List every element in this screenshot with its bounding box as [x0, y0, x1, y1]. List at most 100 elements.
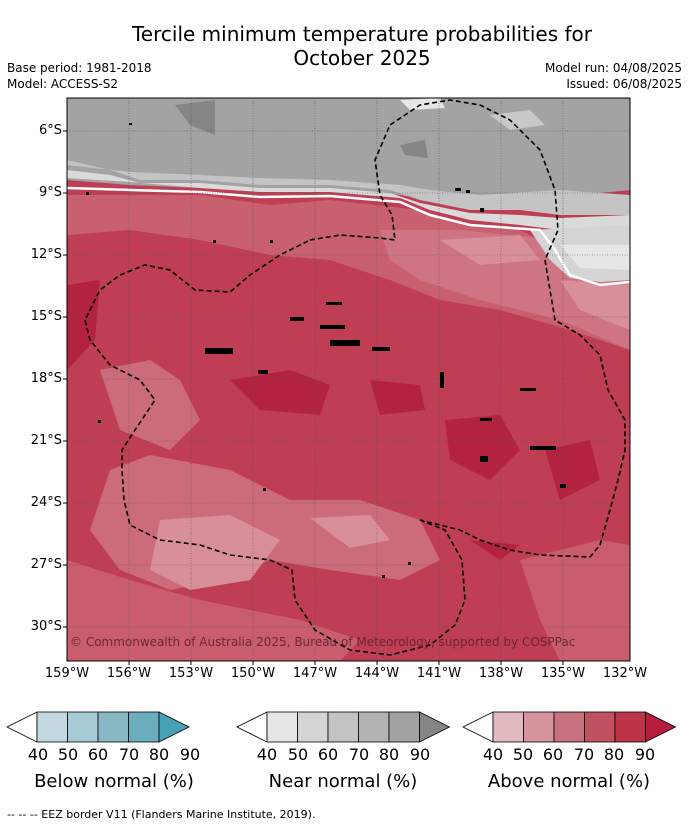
lon-label: 132°W	[602, 666, 648, 681]
lat-label: 9°S	[38, 185, 62, 200]
near-normal-region	[67, 98, 630, 205]
near-tick: 40	[256, 745, 278, 764]
above-60-region	[90, 455, 440, 590]
lon-label: 150°W	[230, 666, 276, 681]
below-colorbar-extend-low	[6, 711, 38, 743]
near-normal-light-patch	[490, 110, 545, 130]
above-50-region	[150, 515, 280, 590]
islands	[86, 123, 566, 578]
above-60-region	[380, 230, 630, 350]
near-normal-title: Near normal (%)	[268, 771, 418, 792]
above-80-patch	[545, 440, 600, 500]
lat-label: 15°S	[30, 309, 62, 324]
above-colorbar-extend-high	[645, 711, 677, 743]
below-tick: 50	[57, 745, 79, 764]
below-tick: 60	[87, 745, 109, 764]
map-frame	[66, 97, 631, 662]
above-colorbar-bin	[614, 711, 646, 743]
lon-label: 141°W	[416, 666, 462, 681]
base-period: Base period: 1981-2018	[7, 61, 152, 75]
above-50-region	[440, 235, 540, 265]
near-normal-region	[67, 160, 630, 215]
lat-label: 21°S	[30, 433, 62, 448]
below-colorbar-bin	[97, 711, 129, 743]
lat-label: 12°S	[30, 247, 62, 262]
near-colorbar-bin	[358, 711, 390, 743]
above-60-region	[520, 540, 630, 661]
near-colorbar-bin	[327, 711, 359, 743]
below-colorbar-extend-high	[158, 711, 190, 743]
lat-label: 6°S	[38, 123, 62, 138]
near-normal-dark-patch	[400, 140, 428, 158]
above-normal-colorbar	[462, 711, 677, 743]
below-tick: 40	[27, 745, 49, 764]
above-60-region	[67, 195, 630, 350]
near-tick: 50	[287, 745, 309, 764]
title-line-2: October 2025	[293, 46, 431, 70]
below-colorbar-bin	[36, 711, 68, 743]
near-normal-region	[560, 245, 630, 270]
map-background	[67, 98, 630, 661]
below-normal-colorbar	[6, 711, 190, 743]
above-tick: 40	[482, 745, 504, 764]
above-80-patch	[445, 415, 520, 480]
near-tick: 60	[317, 745, 339, 764]
lat-label: 27°S	[30, 557, 62, 572]
above-tick: 70	[573, 745, 595, 764]
near-normal-region	[67, 170, 630, 235]
map-grid	[67, 98, 630, 661]
lon-label: 144°W	[354, 666, 400, 681]
above-80-patch	[370, 380, 425, 415]
title-line-1: Tercile minimum temperature probabilitie…	[131, 22, 593, 46]
near-normal-region	[530, 225, 630, 282]
near-normal-dark-patch	[175, 100, 215, 135]
meta-right: Model run: 04/08/2025 Issued: 06/08/2025	[545, 60, 682, 92]
above-tick: 60	[542, 745, 564, 764]
near-tick: 80	[378, 745, 400, 764]
above-80-patch	[470, 540, 520, 560]
near-colorbar-extend-low	[236, 711, 268, 743]
meta-left: Base period: 1981-2018 Model: ACCESS-S2	[7, 60, 152, 92]
chart-title: Tercile minimum temperature probabilitie…	[0, 22, 690, 70]
above-colorbar-bin	[553, 711, 585, 743]
below-tick: 90	[179, 745, 201, 764]
above-50-region	[560, 280, 630, 330]
lon-label: 159°W	[44, 666, 90, 681]
near-tick: 90	[409, 745, 431, 764]
below-tick: 70	[118, 745, 140, 764]
near-colorbar-bin	[266, 711, 298, 743]
lat-label: 30°S	[30, 619, 62, 634]
near-normal-colorbar	[236, 711, 451, 743]
above-colorbar-bin	[584, 711, 616, 743]
model-name: Model: ACCESS-S2	[7, 77, 119, 91]
lat-label: 18°S	[30, 371, 62, 386]
model-run: Model run: 04/08/2025	[544, 61, 682, 75]
issued-date: Issued: 06/08/2025	[566, 77, 682, 91]
above-colorbar-extend-low	[462, 711, 494, 743]
above-tick: 50	[512, 745, 534, 764]
near-tick: 70	[348, 745, 370, 764]
below-tick: 80	[148, 745, 170, 764]
near-normal-light-patch	[400, 98, 445, 110]
tercile-boundary	[67, 186, 630, 287]
lon-label: 156°W	[106, 666, 152, 681]
axis-ticks	[63, 130, 564, 665]
lon-label: 135°W	[540, 666, 586, 681]
below-colorbar-bin	[67, 711, 99, 743]
below-colorbar-bin	[128, 711, 160, 743]
above-normal-title: Above normal (%)	[487, 771, 651, 792]
above-60-region	[67, 560, 360, 661]
eez-footnote: -- -- -- EEZ border V11 (Flanders Marine…	[7, 808, 316, 821]
above-50-region	[310, 515, 390, 548]
lon-label: 153°W	[168, 666, 214, 681]
above-60-region	[100, 360, 200, 450]
lon-label: 147°W	[292, 666, 338, 681]
above-80-patch	[230, 370, 330, 415]
colorbar-legend	[6, 711, 677, 743]
lon-label: 138°W	[478, 666, 524, 681]
lat-label: 24°S	[30, 495, 62, 510]
near-colorbar-extend-high	[419, 711, 451, 743]
eez-borders	[84, 99, 626, 656]
above-80-patch	[67, 280, 100, 370]
below-normal-title: Below normal (%)	[34, 771, 194, 792]
